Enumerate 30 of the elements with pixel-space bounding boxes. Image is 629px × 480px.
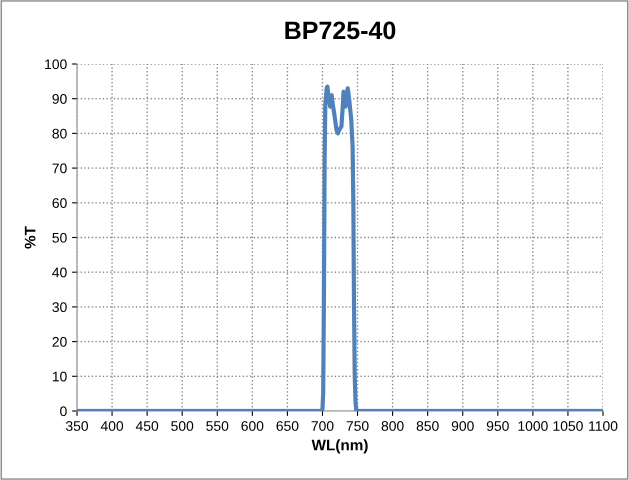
x-tick-label: 1050 xyxy=(554,421,583,431)
x-tick-label: 800 xyxy=(382,421,404,431)
x-tick-label: 850 xyxy=(416,421,439,431)
y-tick-label: 70 xyxy=(52,163,67,174)
x-axis-title: WL(nm) xyxy=(312,439,368,454)
y-tick-label: 30 xyxy=(52,302,67,312)
x-tick-label: 600 xyxy=(241,421,264,431)
y-axis-title: %T xyxy=(24,226,36,249)
x-tick-label: 900 xyxy=(452,421,474,431)
x-tick-label: 750 xyxy=(346,421,369,431)
x-tick-label: 950 xyxy=(486,421,509,431)
chart-title: BP725-40 xyxy=(285,22,396,40)
x-tick-label: 700 xyxy=(312,421,334,431)
y-tick-label: 10 xyxy=(52,372,67,382)
y-tick-label: 80 xyxy=(52,128,67,139)
y-tick-label: 60 xyxy=(52,198,67,208)
y-tick-label: 90 xyxy=(52,94,67,104)
x-tick-label: 350 xyxy=(66,421,88,431)
x-tick-label: 450 xyxy=(136,421,158,431)
x-tick-label: 1100 xyxy=(589,421,618,431)
x-tick-label: 500 xyxy=(171,421,194,431)
y-tick-label: 20 xyxy=(52,336,67,347)
x-tick-label: 650 xyxy=(276,421,298,431)
y-tick-label: 100 xyxy=(45,59,67,70)
x-tick-label: 1000 xyxy=(518,421,548,431)
y-tick-label: 40 xyxy=(52,268,67,278)
x-tick-label: 400 xyxy=(100,421,124,431)
x-tick-label: 550 xyxy=(206,421,228,431)
y-tick-label: 0 xyxy=(60,406,67,416)
y-tick-label: 50 xyxy=(52,232,67,243)
